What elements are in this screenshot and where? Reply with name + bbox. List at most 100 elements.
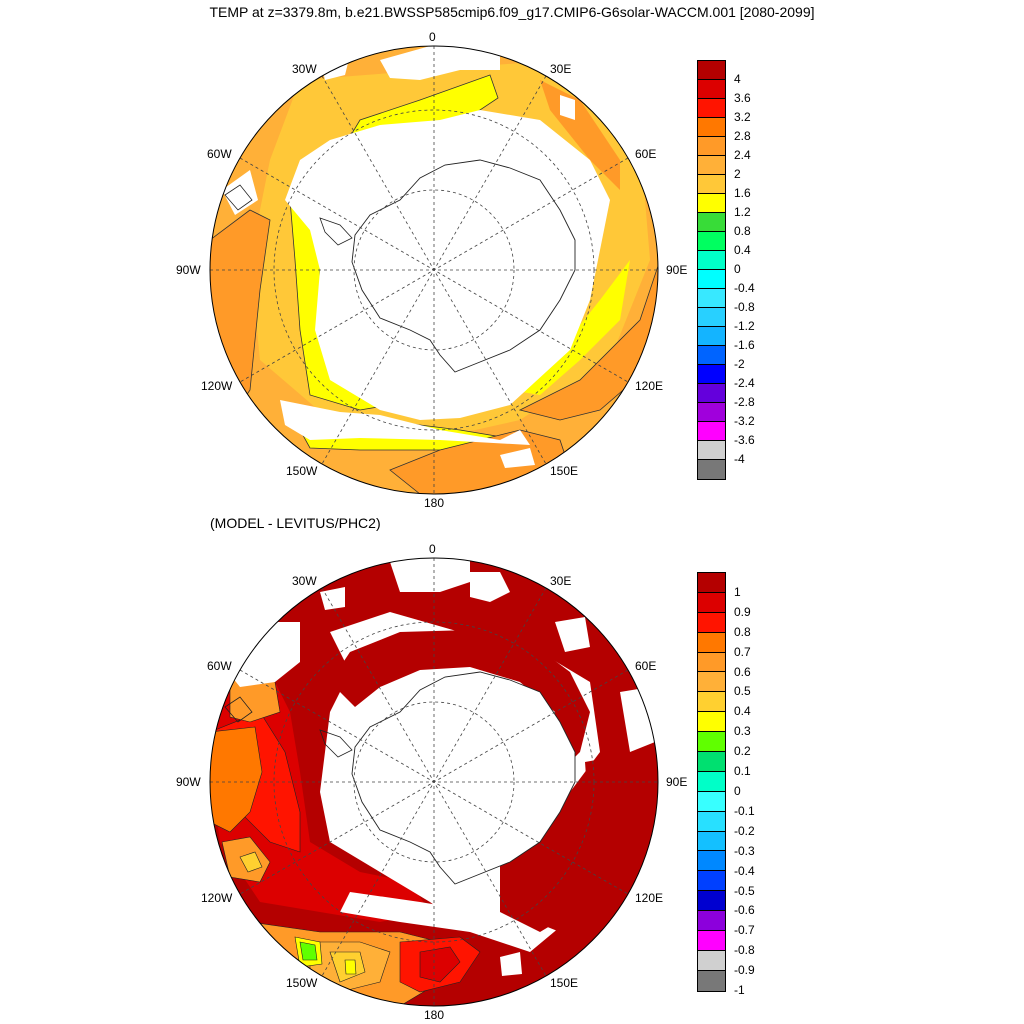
bottom-polar-map [209,557,659,1007]
colorbar-tick-label: -1.6 [734,338,755,353]
colorbar-tick-label: -0.4 [734,281,755,296]
colorbar-swatch [698,712,725,733]
colorbar-tick-label: -0.6 [734,903,755,918]
colorbar-tick-label: -0.1 [734,803,755,818]
lon-label-90e-bottom: 90E [666,775,688,789]
lon-label-150w-bottom: 150W [286,976,318,990]
colorbar-tick-label: 0.4 [734,243,751,258]
colorbar-tick-label: -4 [734,452,745,467]
colorbar-tick-label: 0.3 [734,724,751,739]
colorbar-swatch [698,831,725,852]
colorbar-tick-label: 0 [734,262,741,277]
lon-label-90w: 90W [176,263,201,277]
colorbar-swatch [698,791,725,812]
colorbar-tick-label: 2 [734,167,741,182]
colorbar-tick-label: -2.8 [734,395,755,410]
colorbar-tick-label: -1 [734,983,745,998]
colorbar-tick-label: -2.4 [734,376,755,391]
colorbar-swatch [698,384,725,403]
colorbar-tick-label: 3.2 [734,110,751,125]
lon-label-30e-bottom: 30E [550,574,572,588]
difference-subtitle: (MODEL - LEVITUS/PHC2) [210,515,381,531]
colorbar-tick-label: -0.4 [734,863,755,878]
colorbar-tick-label: -3.6 [734,433,755,448]
lon-label-90w-bottom: 90W [176,775,201,789]
colorbar-tick-label: 0.5 [734,684,751,699]
colorbar-swatch [698,911,725,932]
colorbar-tick-label: -0.8 [734,300,755,315]
top-polar-map [209,45,659,495]
colorbar-swatch [698,327,725,346]
colorbar-swatch [698,99,725,118]
colorbar-tick-label: 0.8 [734,224,751,239]
colorbar-tick-label: -0.7 [734,923,755,938]
lon-label-120w-bottom: 120W [201,891,233,905]
colorbar-tick-label: 0.1 [734,764,751,779]
colorbar-swatch [698,652,725,673]
lon-label-150w: 150W [286,464,318,478]
colorbar-swatch [698,422,725,441]
lon-label-120e: 120E [635,379,664,393]
colorbar-swatch [698,931,725,951]
colorbar-tick-label: 2.4 [734,148,751,163]
colorbar-swatch [698,771,725,792]
colorbar-swatch [698,61,725,80]
colorbar-swatch [698,137,725,156]
figure-title: TEMP at z=3379.8m, b.e21.BWSSP585cmip6.f… [209,4,815,20]
colorbar-tick-label: -3.2 [734,414,755,429]
colorbar-swatch [698,672,725,693]
lon-label-60e-bottom: 60E [635,659,657,673]
lon-label-60w-bottom: 60W [207,659,232,673]
colorbar-swatch [698,251,725,270]
bottom-colorbar [697,572,726,992]
colorbar-swatch [698,732,725,753]
colorbar-tick-label: -2 [734,357,745,372]
colorbar-swatch [698,365,725,384]
colorbar-tick-label: -0.3 [734,843,755,858]
colorbar-tick-label: 0.2 [734,744,751,759]
colorbar-swatch [698,270,725,289]
colorbar-tick-label: 1 [734,584,741,599]
colorbar-tick-label: 0.7 [734,644,751,659]
colorbar-swatch [698,194,725,213]
colorbar-swatch [698,403,725,422]
colorbar-swatch [698,612,725,633]
lon-label-60e: 60E [635,147,657,161]
colorbar-tick-label: 1.2 [734,205,751,220]
lon-label-30w-bottom: 30W [292,574,317,588]
lon-label-0: 0 [429,30,436,44]
colorbar-swatch [698,175,725,194]
colorbar-swatch [698,752,725,772]
lon-label-150e-bottom: 150E [550,976,579,990]
lon-label-90e: 90E [666,263,688,277]
colorbar-swatch [698,80,725,99]
colorbar-swatch [698,811,725,832]
colorbar-swatch [698,950,725,971]
top-colorbar [697,60,726,480]
colorbar-tick-label: 0 [734,784,741,798]
colorbar-tick-label: 0.8 [734,624,751,639]
colorbar-swatch [698,232,725,251]
colorbar-tick-label: 0.9 [734,604,751,619]
colorbar-tick-label: 1.6 [734,186,751,201]
lon-label-30w: 30W [292,62,317,76]
colorbar-swatch [698,692,725,713]
colorbar-swatch [698,891,725,912]
lon-label-180: 180 [424,496,445,510]
colorbar-tick-label: 4 [734,72,741,87]
colorbar-tick-label: -0.5 [734,883,755,898]
lon-label-150e: 150E [550,464,579,478]
lon-label-120w: 120W [201,379,233,393]
lon-label-180-bottom: 180 [424,1008,445,1022]
colorbar-swatch [698,970,725,991]
colorbar-tick-label: -1.2 [734,319,755,334]
colorbar-swatch [698,632,725,653]
colorbar-tick-label: 0.6 [734,664,751,679]
colorbar-tick-label: -0.9 [734,963,755,978]
colorbar-swatch [698,213,725,232]
colorbar-swatch [698,441,725,460]
colorbar-swatch [698,156,725,175]
colorbar-tick-label: 2.8 [734,129,751,144]
colorbar-swatch [698,118,725,137]
colorbar-swatch [698,871,725,892]
